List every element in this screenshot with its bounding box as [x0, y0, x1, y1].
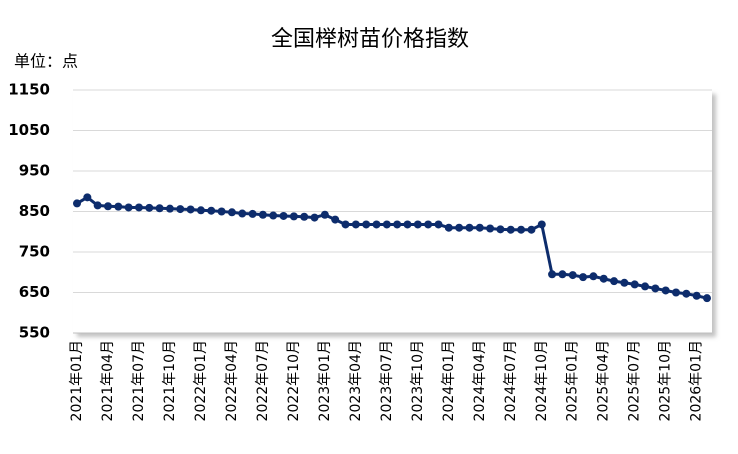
data-point	[279, 211, 288, 220]
data-point	[289, 212, 298, 221]
x-tick-label: 2021年07月	[131, 340, 147, 421]
data-point	[207, 206, 216, 215]
data-point	[548, 270, 557, 279]
data-point	[114, 202, 123, 211]
data-point	[537, 220, 546, 229]
x-tick-label: 2021年10月	[162, 340, 178, 421]
data-point	[703, 294, 711, 303]
data-point	[331, 215, 340, 224]
x-tick-label: 2021年04月	[100, 340, 116, 421]
data-point	[341, 220, 350, 229]
x-tick-label: 2025年01月	[565, 340, 581, 421]
data-point	[248, 209, 257, 218]
data-point	[320, 210, 329, 219]
y-tick-label: 550	[19, 324, 50, 342]
data-point	[527, 225, 536, 234]
data-point	[444, 223, 453, 232]
x-tick-label: 2023年07月	[379, 340, 395, 421]
x-tick-label: 2025年10月	[658, 340, 674, 421]
data-point	[424, 220, 433, 229]
x-tick-label: 2024年01月	[441, 340, 457, 421]
y-tick-label: 750	[19, 243, 50, 261]
x-tick-label: 2022年10月	[286, 340, 302, 421]
data-point	[568, 271, 577, 280]
data-point	[310, 213, 319, 222]
data-point	[413, 220, 422, 229]
data-point	[692, 291, 701, 300]
data-point	[196, 206, 205, 215]
data-point	[300, 212, 309, 221]
data-point	[227, 208, 236, 217]
data-point	[258, 210, 267, 219]
data-point	[124, 203, 133, 212]
x-tick-label: 2025年04月	[596, 340, 612, 421]
data-point	[599, 274, 608, 283]
data-point	[351, 220, 360, 229]
data-point	[434, 220, 443, 229]
y-tick-label: 1050	[8, 121, 50, 139]
data-point	[238, 209, 247, 218]
data-point	[269, 211, 278, 220]
data-point	[393, 220, 402, 229]
data-point	[558, 270, 567, 279]
data-point	[186, 205, 195, 214]
y-tick-label: 650	[19, 283, 50, 301]
y-tick-label: 850	[19, 202, 50, 220]
data-point	[610, 277, 619, 286]
data-point	[630, 280, 639, 289]
data-point	[517, 225, 526, 234]
data-point	[93, 201, 102, 210]
data-point	[465, 223, 474, 232]
data-point	[372, 220, 381, 229]
data-point	[661, 286, 670, 295]
data-point	[589, 272, 598, 281]
data-point	[73, 199, 81, 208]
data-point	[217, 207, 226, 216]
y-tick-label: 1150	[8, 81, 50, 99]
x-tick-label: 2024年10月	[534, 340, 550, 421]
data-point	[83, 193, 92, 202]
x-tick-label: 2022年07月	[255, 340, 271, 421]
data-point	[176, 205, 185, 214]
x-tick-label: 2023年10月	[410, 340, 426, 421]
data-point	[579, 273, 588, 282]
y-tick-label: 950	[19, 162, 50, 180]
data-point	[682, 289, 691, 298]
chart-title: 全国榉树苗价格指数	[271, 27, 469, 52]
data-point	[506, 225, 515, 234]
x-tick-label: 2025年07月	[627, 340, 643, 421]
data-point	[155, 204, 164, 213]
x-tick-label: 2024年04月	[472, 340, 488, 421]
data-point	[641, 282, 650, 291]
x-tick-label: 2021年01月	[69, 340, 85, 421]
data-point	[486, 224, 495, 233]
data-point	[103, 202, 112, 211]
data-point	[620, 278, 629, 287]
data-point	[455, 223, 464, 232]
x-tick-label: 2026年01月	[689, 340, 705, 421]
data-point	[475, 223, 484, 232]
x-tick-label: 2024年07月	[503, 340, 519, 421]
data-point	[145, 203, 154, 212]
unit-label: 单位：点	[14, 52, 78, 71]
data-point	[134, 203, 143, 212]
x-tick-label: 2022年04月	[224, 340, 240, 421]
data-point	[651, 284, 660, 293]
data-point	[382, 220, 391, 229]
data-point	[165, 204, 174, 213]
data-point	[496, 225, 505, 234]
data-point	[362, 220, 371, 229]
x-tick-label: 2022年01月	[193, 340, 209, 421]
x-tick-label: 2023年04月	[348, 340, 364, 421]
data-point	[672, 288, 681, 297]
data-point	[403, 220, 412, 229]
x-tick-label: 2023年01月	[317, 340, 333, 421]
